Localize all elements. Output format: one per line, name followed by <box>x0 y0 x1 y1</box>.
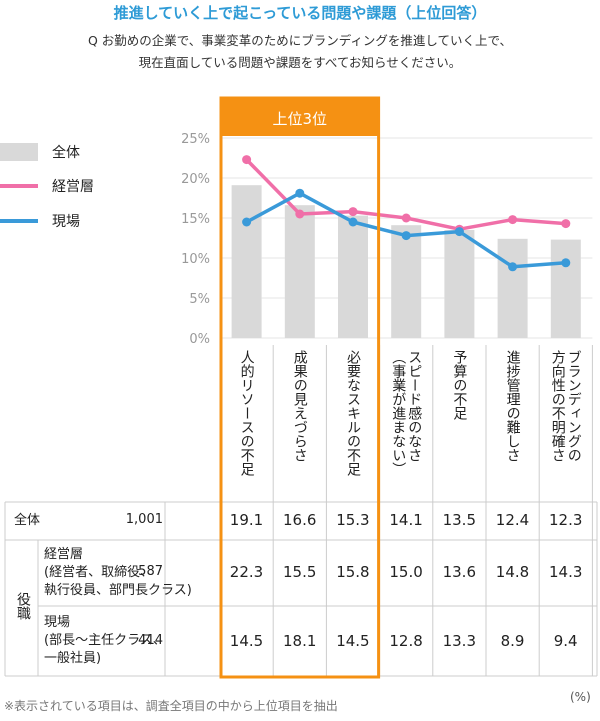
category-label-line: 進捗管理の難しさ <box>504 350 521 462</box>
table-n-cell: 1,001 <box>125 512 163 527</box>
y-tick-label: 25% <box>181 132 210 147</box>
unit-label: (%) <box>570 690 591 704</box>
table-cell: 13.3 <box>442 632 476 650</box>
point-exec <box>295 209 305 219</box>
table-cell: 12.3 <box>548 511 583 529</box>
row-label-field-detail: 一般社員) <box>44 651 102 666</box>
table-cell: 15.8 <box>336 563 370 581</box>
category-label-line: 成果の見えづらさ <box>291 350 308 462</box>
table-cell: 8.9 <box>500 632 525 650</box>
table-cell: 14.1 <box>389 511 423 529</box>
bar-all <box>338 215 368 338</box>
table-cell: 18.1 <box>282 632 317 650</box>
table-cell: 12.4 <box>495 511 530 529</box>
chart-title: 推進していく上で起こっている問題や課題（上位回答） <box>113 4 487 22</box>
bar-all <box>550 239 581 338</box>
row-label-field: 現場 <box>44 615 71 630</box>
point-field <box>401 231 411 241</box>
question-line-1: Q お勤めの企業で、事業変革のためにブランディングを推進していく上で、 <box>87 33 513 48</box>
y-tick-label: 0% <box>189 332 210 347</box>
top3-frame <box>219 96 381 679</box>
line-series <box>242 155 571 272</box>
category-label: 予算の不足 <box>451 350 467 500</box>
legend-label-all: 全体 <box>52 144 80 161</box>
point-field <box>295 188 305 198</box>
top3-highlight: 上位3位 <box>219 96 381 679</box>
category-label-line: 予算の不足 <box>451 350 468 420</box>
row-label-exec: 経営層 <box>44 547 84 562</box>
category-label-line: 方向性の不明確さ <box>549 350 566 462</box>
row-label-all: 全体 <box>14 513 41 528</box>
point-field <box>242 217 252 227</box>
category-label: 進捗管理の難しさ <box>505 350 521 500</box>
point-field <box>561 258 571 268</box>
table-cell: 13.5 <box>442 511 476 529</box>
point-field <box>508 262 518 272</box>
question-text: Q お勤めの企業で、事業変革のためにブランディングを推進していく上で、 現在直面… <box>0 30 600 74</box>
table-cell: 15.0 <box>389 563 423 581</box>
row-label-exec-detail: 執行役員、部門長クラス) <box>44 583 192 598</box>
point-exec <box>401 213 411 223</box>
row-label-exec-detail: (経営者、取締役、 <box>44 565 154 580</box>
category-label-line: ブランディングの <box>565 350 582 462</box>
y-axis-ticks: 0% 5% 10% 15% 20% 25% <box>181 132 210 347</box>
bar-all <box>284 205 315 338</box>
table-cell: 19.1 <box>229 511 264 529</box>
table-cell: 16.6 <box>282 511 317 529</box>
category-label-line: 人的リソースの不足 <box>238 350 255 476</box>
top3-header <box>221 98 379 136</box>
table-cell: 9.4 <box>553 632 578 650</box>
point-exec <box>561 219 571 229</box>
category-label: ブランディングの 方向性の不明確さ <box>550 350 582 500</box>
table-cell: 15.3 <box>336 511 370 529</box>
y-tick-label: 15% <box>181 212 210 227</box>
category-label: 成果の見えづらさ <box>292 350 308 500</box>
category-label: 人的リソースの不足 <box>239 350 255 500</box>
bar-all <box>391 225 422 338</box>
point-exec <box>348 207 358 217</box>
point-field <box>348 217 358 227</box>
legend-swatch-all <box>0 143 38 161</box>
y-tick-label: 10% <box>181 252 210 267</box>
table-cell: 14.5 <box>229 632 264 650</box>
bar-series-all <box>231 185 581 338</box>
top3-label: 上位3位 <box>273 110 328 128</box>
footnote: ※表示されている項目は、調査全項目の中から上位項目を抽出 <box>4 699 338 713</box>
row-label-field-detail: (部長〜主任クラス、 <box>44 633 166 648</box>
table-cell: 12.8 <box>389 632 423 650</box>
table-cell: 14.5 <box>336 632 370 650</box>
category-label: 必要なスキルの不足 <box>345 350 361 500</box>
legend-label-exec: 経営層 <box>52 179 94 195</box>
y-tick-label: 20% <box>181 172 210 187</box>
table-n-cell: 587 <box>138 564 163 579</box>
group-label: 役職 <box>15 592 31 620</box>
category-label: スピード感のなさ （事業が進まない） <box>390 350 422 500</box>
table-cell: 14.3 <box>548 563 583 581</box>
bar-all <box>497 238 528 338</box>
table-cell: 22.3 <box>229 563 264 581</box>
category-label-line: スピード感のなさ <box>406 350 423 462</box>
category-label-line: 必要なスキルの不足 <box>345 350 361 476</box>
table-cell: 14.8 <box>495 563 530 581</box>
point-field <box>454 227 464 237</box>
legend-label-field: 現場 <box>52 214 80 230</box>
category-label-line: （事業が進まない） <box>390 350 407 476</box>
point-exec <box>508 215 518 225</box>
table-n-cell: 414 <box>138 633 163 648</box>
bar-all <box>231 185 262 338</box>
bar-all <box>444 230 475 338</box>
point-exec <box>242 155 252 165</box>
question-line-2: 現在直面している問題や課題をすべてお知らせください。 <box>138 55 462 70</box>
table-cell: 13.6 <box>442 563 476 581</box>
y-tick-label: 5% <box>189 292 210 307</box>
table-cell: 15.5 <box>282 563 317 581</box>
